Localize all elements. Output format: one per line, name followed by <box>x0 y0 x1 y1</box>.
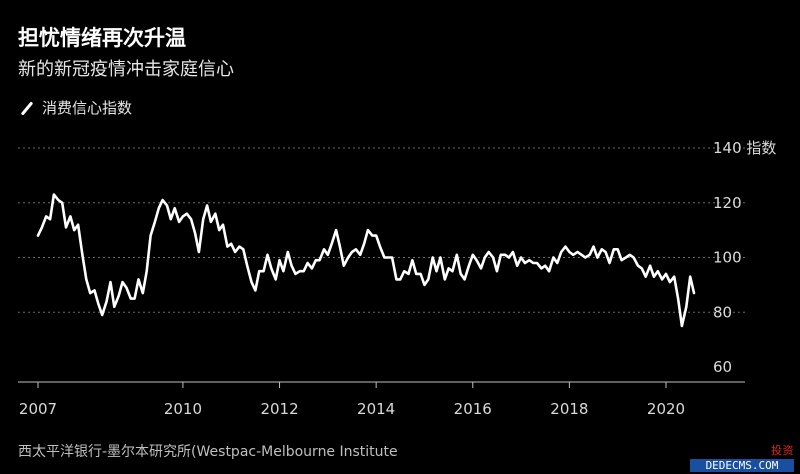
y-tick-label-140: 140 指数 <box>713 139 776 157</box>
x-tick-label-2018: 2018 <box>550 400 588 418</box>
x-tick-label-2020: 2020 <box>647 400 685 418</box>
chart-subtitle: 新的新冠疫情冲击家庭信心 <box>18 59 234 80</box>
x-tick-label-2016: 2016 <box>454 400 492 418</box>
y-tick-label-100: 100 <box>713 249 742 267</box>
x-tick-label-2014: 2014 <box>357 400 395 418</box>
x-tick-marks <box>37 382 667 388</box>
series-layer <box>36 193 696 328</box>
y-tick-labels: 60 80 100 120 140 指数 <box>713 139 776 376</box>
watermark-logo: 投资 DEDECMS.COM <box>690 442 794 472</box>
series-line-0 <box>36 193 696 328</box>
y-tick-label-80: 80 <box>713 303 732 321</box>
chart-title: 担忧情绪再次升温 <box>18 26 186 50</box>
y-tick-label-120: 120 <box>713 194 742 212</box>
x-tick-labels: 2007 2010 2012 2014 2016 2018 2020 <box>19 400 685 418</box>
watermark-line-2: DEDECMS.COM <box>690 459 794 472</box>
watermark-line-1: 投资 <box>771 444 794 457</box>
source-note: 西太平洋银行-墨尔本研究所(Westpac-Melbourne Institut… <box>18 444 398 460</box>
x-tick-label-2012: 2012 <box>260 400 298 418</box>
y-tick-label-60: 60 <box>713 358 732 376</box>
legend: 消费信心指数 <box>18 97 132 118</box>
x-tick-label-2010: 2010 <box>164 400 202 418</box>
legend-label: 消费信心指数 <box>42 99 133 117</box>
x-tick-label-2007: 2007 <box>19 400 57 418</box>
